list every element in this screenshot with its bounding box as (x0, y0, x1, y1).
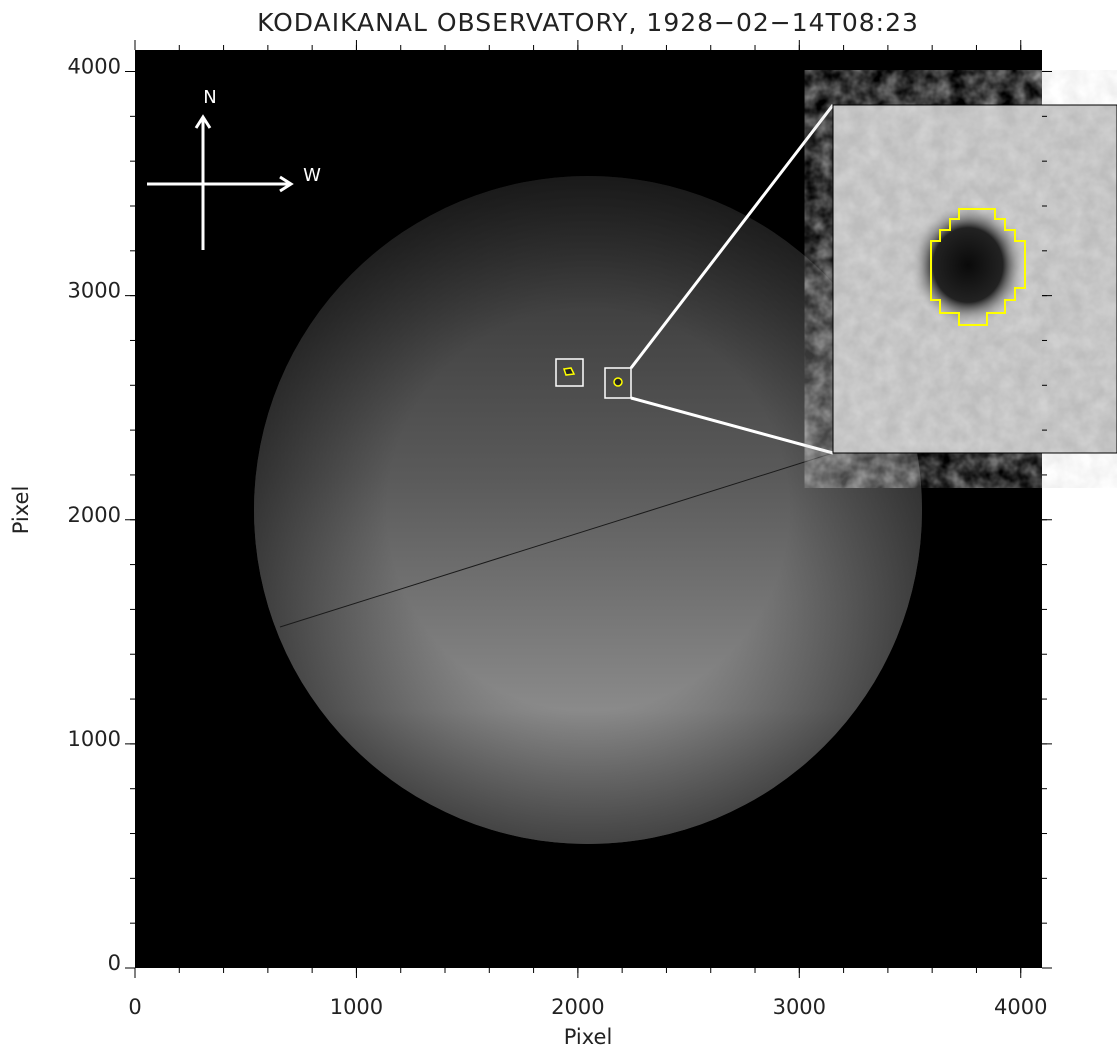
y-tick-label: 0 (108, 951, 121, 975)
compass-label: N (203, 87, 216, 108)
chart: N W KODAIKANAL OBSERVATORY, 1928−02−14T0… (0, 0, 1117, 1048)
spot-contour (614, 378, 622, 386)
y-tick-label: 2000 (68, 503, 121, 527)
chart-title: KODAIKANAL OBSERVATORY, 1928−02−14T08:23 (257, 8, 919, 37)
x-axis-label: Pixel (564, 1025, 613, 1048)
x-tick-label: 2000 (551, 995, 604, 1019)
compass-label: W (303, 165, 321, 186)
inset-spot (910, 203, 1026, 327)
y-tick-label: 4000 (68, 55, 121, 79)
y-axis-label: Pixel (9, 486, 33, 535)
y-tick-label: 1000 (68, 727, 121, 751)
x-tick-label: 0 (128, 995, 141, 1019)
inset (833, 105, 1117, 453)
x-tick-label: 4000 (994, 995, 1047, 1019)
y-tick-label: 3000 (68, 279, 121, 303)
x-tick-label: 1000 (330, 995, 383, 1019)
limb-darkening (254, 176, 922, 844)
x-tick-label: 3000 (773, 995, 826, 1019)
